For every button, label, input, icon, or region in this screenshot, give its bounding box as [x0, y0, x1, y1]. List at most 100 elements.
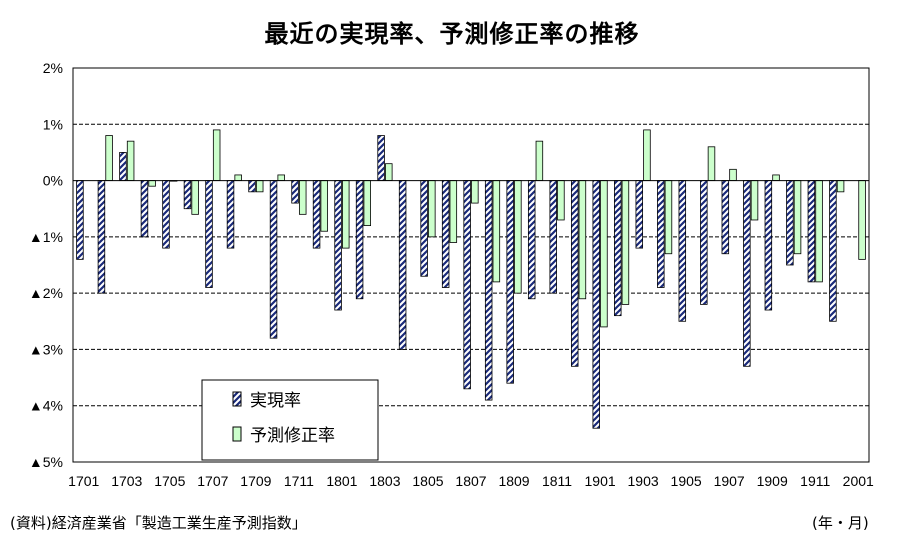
bar-jitsugen-1712: [312, 180, 321, 249]
legend: 実現率 予測修正率: [201, 379, 379, 461]
bars: [76, 129, 866, 429]
bar-jitsugen-1902: [614, 180, 622, 317]
x-tick-label: 1903: [628, 473, 659, 489]
bar-yosoku-1903: [643, 129, 651, 181]
x-tick-label: 1805: [412, 473, 443, 489]
x-tick-label: 1901: [585, 473, 616, 489]
bar-yosoku-1907: [729, 168, 737, 181]
x-tick-label: 1703: [111, 473, 142, 489]
bar-yosoku-1708: [234, 174, 242, 181]
source-note: (資料)経済産業省「製造工業生産予測指数」: [10, 514, 307, 532]
bar-yosoku-1704: [148, 180, 156, 187]
bar-jitsugen-1903: [635, 180, 644, 249]
bar-jitsugen-1801: [334, 180, 342, 311]
bar-yosoku-1902: [621, 180, 630, 305]
bar-jitsugen-1808: [484, 180, 493, 401]
bar-jitsugen-1806: [441, 180, 450, 288]
bar-jitsugen-1804: [398, 180, 407, 350]
chart-svg: 2% 1% 0% ▲1% ▲2% ▲3% ▲4% ▲5% 1701 1703 1705 1707 170…: [29, 60, 874, 489]
unit-note: (年・月): [812, 514, 869, 532]
bar-yosoku-1712: [320, 180, 328, 232]
y-tick-label: ▲3%: [29, 341, 63, 357]
bar-yosoku-1910: [793, 180, 802, 255]
bar-yosoku-1706: [191, 180, 199, 215]
y-tick-label: 0%: [43, 173, 63, 189]
x-tick-label: 1905: [671, 473, 702, 489]
bar-jitsugen-1907: [721, 180, 730, 255]
bar-jitsugen-1803: [377, 135, 385, 181]
bar-yosoku-1809: [514, 180, 522, 294]
legend-box: [201, 379, 379, 461]
legend-label-jitsugen: 実現率: [250, 391, 301, 410]
y-tick-label: ▲2%: [29, 285, 63, 301]
bar-yosoku-1901: [600, 180, 608, 328]
x-tick-label: 1701: [68, 473, 99, 489]
bar-jitsugen-1708: [226, 180, 235, 249]
x-tick-label: 1807: [455, 473, 486, 489]
plot-frame: [72, 67, 870, 463]
bar-yosoku-1803: [385, 163, 393, 181]
x-tick-label: 1801: [326, 473, 357, 489]
y-tick-label: ▲5%: [29, 454, 63, 470]
bar-yosoku-1709: [255, 180, 264, 193]
bar-yosoku-1801: [342, 180, 350, 249]
bar-jitsugen-1904: [657, 180, 665, 288]
bar-jitsugen-1807: [463, 180, 471, 390]
bar-yosoku-1806: [449, 180, 458, 243]
x-tick-label: 1711: [284, 473, 314, 489]
bar-jitsugen-1704: [140, 180, 149, 238]
bar-jitsugen-1809: [506, 180, 514, 384]
x-tick-label: 1809: [498, 473, 529, 489]
x-tick-label: 1705: [154, 473, 185, 489]
bar-yosoku-1702: [105, 135, 113, 181]
bar-yosoku-1909: [772, 174, 780, 181]
bar-yosoku-1904: [664, 180, 673, 255]
bar-jitsugen-1911: [807, 180, 816, 283]
bar-jitsugen-1702: [97, 180, 106, 294]
legend-label-yosoku: 予測修正率: [250, 426, 335, 445]
bar-yosoku-1703: [126, 140, 135, 181]
bar-yosoku-1808: [492, 180, 501, 283]
bar-jitsugen-1905: [678, 180, 687, 322]
x-tick-label: 1707: [197, 473, 228, 489]
y-tick-label: 2%: [43, 60, 63, 76]
bar-yosoku-1908: [750, 180, 759, 221]
bar-jitsugen-1705: [162, 180, 170, 249]
bar-yosoku-1807: [471, 180, 479, 204]
axes: 2% 1% 0% ▲1% ▲2% ▲3% ▲4% ▲5% 1701 1703 1705 1707 170…: [29, 60, 874, 489]
bar-jitsugen-1810: [527, 180, 536, 300]
chart-title: 最近の実現率、予測修正率の推移: [264, 20, 640, 48]
bar-jitsugen-1802: [355, 180, 364, 300]
bar-jitsugen-1909: [764, 180, 773, 311]
bar-jitsugen-1906: [700, 180, 708, 305]
legend-swatch-yosoku: [232, 426, 242, 442]
bar-jitsugen-1706: [183, 180, 192, 210]
bar-yosoku-1911: [815, 180, 823, 283]
bar-yosoku-1810: [535, 140, 544, 181]
bar-jitsugen-1703: [119, 152, 127, 181]
bar-jitsugen-1805: [420, 180, 428, 277]
y-tick-label: 1%: [43, 116, 63, 132]
legend-swatch-jitsugen: [232, 391, 242, 407]
bar-yosoku-1802: [363, 180, 372, 226]
bar-jitsugen-1707: [205, 180, 213, 288]
x-tick-label: 1709: [240, 473, 271, 489]
bar-yosoku-1707: [212, 129, 221, 181]
bar-jitsugen-1908: [743, 180, 751, 367]
bar-yosoku-1711: [298, 180, 307, 215]
bar-yosoku-1811: [557, 180, 565, 221]
bar-jitsugen-1711: [291, 180, 299, 204]
bar-yosoku-1912: [836, 180, 845, 193]
x-tick-label: 1907: [714, 473, 745, 489]
bar-jitsugen-1701: [76, 180, 84, 260]
x-tick-label: 1909: [757, 473, 788, 489]
x-tick-label: 1803: [369, 473, 400, 489]
bar-jitsugen-1812: [570, 180, 579, 367]
bar-jitsugen-1709: [248, 180, 256, 193]
bar-jitsugen-1901: [592, 180, 600, 429]
bar-jitsugen-1710: [269, 180, 278, 339]
bar-yosoku-1812: [578, 180, 587, 300]
bar-jitsugen-1910: [786, 180, 794, 266]
x-tick-label: 1911: [800, 473, 830, 489]
bar-yosoku-1906: [707, 146, 716, 181]
